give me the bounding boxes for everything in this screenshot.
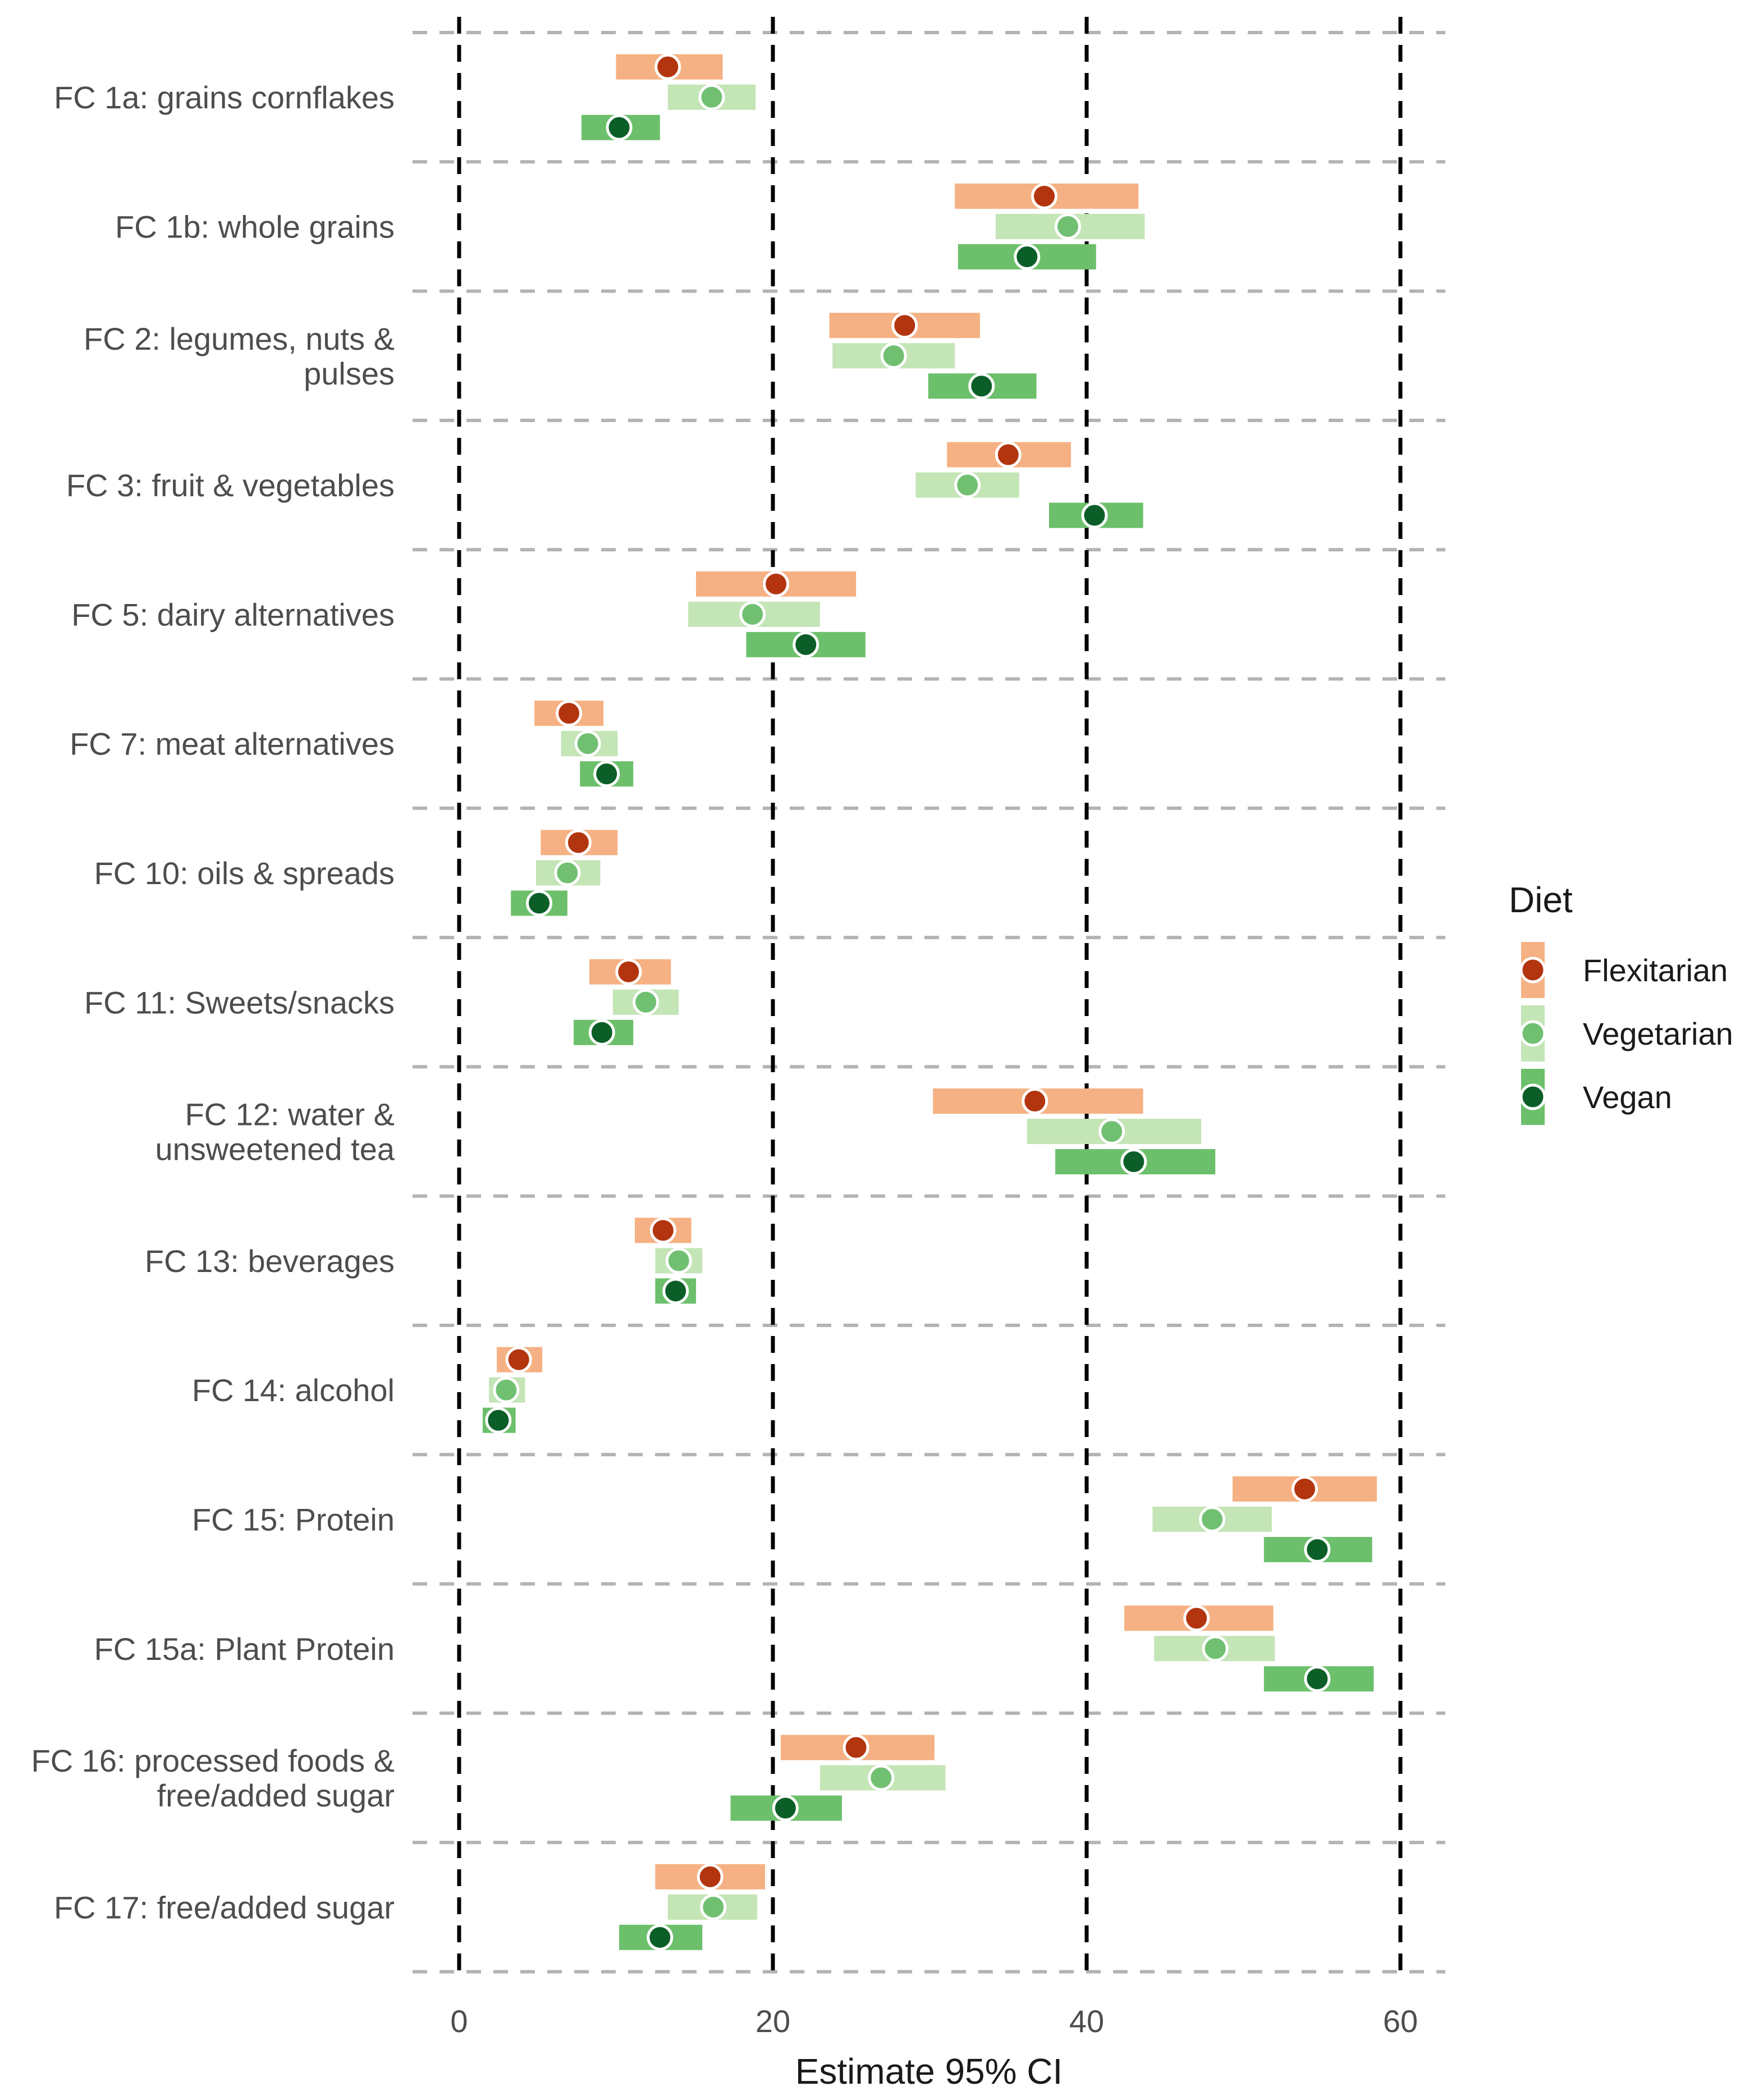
estimate-point [606, 114, 633, 141]
x-tick-label: 20 [755, 2003, 790, 2039]
category-label: FC 5: dairy alternatives [71, 597, 395, 632]
estimate-point [1014, 243, 1041, 270]
estimate-point [1183, 1605, 1210, 1632]
category-label: FC 3: fruit & vegetables [66, 468, 395, 503]
category-label: unsweetened tea [155, 1132, 395, 1167]
estimate-point [698, 84, 725, 111]
estimate-point [588, 1019, 615, 1046]
category-label: FC 7: meat alternatives [70, 726, 395, 762]
x-axis-title: Estimate 95% CI [795, 2051, 1063, 2092]
legend: Diet Flexitarian Vegetarian Vegan [1509, 880, 1733, 1125]
category-label: FC 15a: Plant Protein [94, 1631, 395, 1667]
estimate-point [665, 1247, 692, 1274]
legend-key-point [1519, 957, 1546, 983]
category-label: FC 10: oils & spreads [94, 855, 395, 891]
estimate-point [763, 570, 790, 597]
estimate-point [968, 373, 995, 400]
estimate-point [891, 312, 918, 339]
category-label: FC 17: free/added sugar [54, 1889, 395, 1925]
estimate-point [615, 958, 642, 985]
estimate-point [554, 859, 581, 886]
x-tick-label: 40 [1069, 2003, 1104, 2039]
estimate-point [739, 601, 766, 628]
vertical-reference-lines [457, 17, 1403, 1979]
estimate-point [574, 730, 601, 757]
x-tick-label: 0 [450, 2003, 468, 2039]
estimate-point [1120, 1149, 1147, 1175]
estimate-point [793, 631, 819, 658]
estimate-point [662, 1278, 689, 1305]
estimate-point [556, 700, 583, 727]
estimate-point [593, 761, 620, 788]
interval-bars [482, 54, 1377, 1950]
estimate-point [647, 1924, 674, 1951]
category-label: FC 14: alcohol [192, 1372, 395, 1408]
x-axis-ticks: 0 20 40 60 [450, 2003, 1418, 2039]
estimate-point [1081, 502, 1108, 529]
estimate-point [1022, 1088, 1048, 1115]
estimate-point [1031, 182, 1058, 209]
category-label: FC 13: beverages [145, 1243, 395, 1279]
estimate-point [700, 1893, 727, 1920]
category-label: FC 1a: grains cornflakes [54, 80, 395, 115]
category-label: pulses [304, 356, 395, 391]
estimate-point [1202, 1635, 1229, 1662]
estimate-point [654, 53, 681, 80]
estimate-point [995, 441, 1022, 468]
legend-label: Flexitarian [1583, 953, 1728, 988]
estimate-point [1098, 1118, 1125, 1145]
category-label: FC 15: Protein [192, 1502, 395, 1537]
legend-title: Diet [1509, 880, 1573, 920]
estimate-point [485, 1407, 512, 1434]
legend-key-point [1519, 1083, 1546, 1110]
legend-label: Vegan [1583, 1079, 1672, 1115]
estimate-point [697, 1863, 723, 1890]
x-tick-label: 60 [1383, 2003, 1418, 2039]
estimate-point [1304, 1666, 1331, 1692]
estimate-point [1292, 1475, 1318, 1502]
estimate-point [1304, 1536, 1331, 1563]
estimate-point [1199, 1506, 1226, 1532]
estimate-point [954, 472, 981, 498]
estimate-point [772, 1795, 799, 1822]
category-label: FC 1b: whole grains [115, 209, 395, 244]
estimate-point [565, 829, 592, 856]
legend-key-point [1519, 1020, 1546, 1047]
category-label: FC 2: legumes, nuts & [84, 321, 395, 356]
estimate-point [842, 1734, 869, 1761]
category-labels: FC 1a: grains cornflakes FC 1b: whole gra… [31, 80, 395, 1925]
category-label: FC 11: Sweets/snacks [84, 985, 395, 1020]
estimate-points [485, 53, 1331, 1951]
estimate-point [1054, 213, 1081, 240]
estimate-point [633, 989, 660, 1015]
estimate-point [526, 890, 553, 917]
category-label: FC 16: processed foods & [31, 1743, 395, 1778]
category-label: free/added sugar [157, 1778, 395, 1813]
estimate-point [868, 1764, 895, 1791]
legend-label: Vegetarian [1583, 1016, 1733, 1051]
category-label: FC 12: water & [185, 1097, 395, 1132]
estimate-point [505, 1346, 532, 1373]
estimate-point [880, 342, 907, 369]
category-gridlines [413, 31, 1445, 1974]
estimate-point [649, 1217, 676, 1244]
estimate-point [493, 1376, 520, 1403]
